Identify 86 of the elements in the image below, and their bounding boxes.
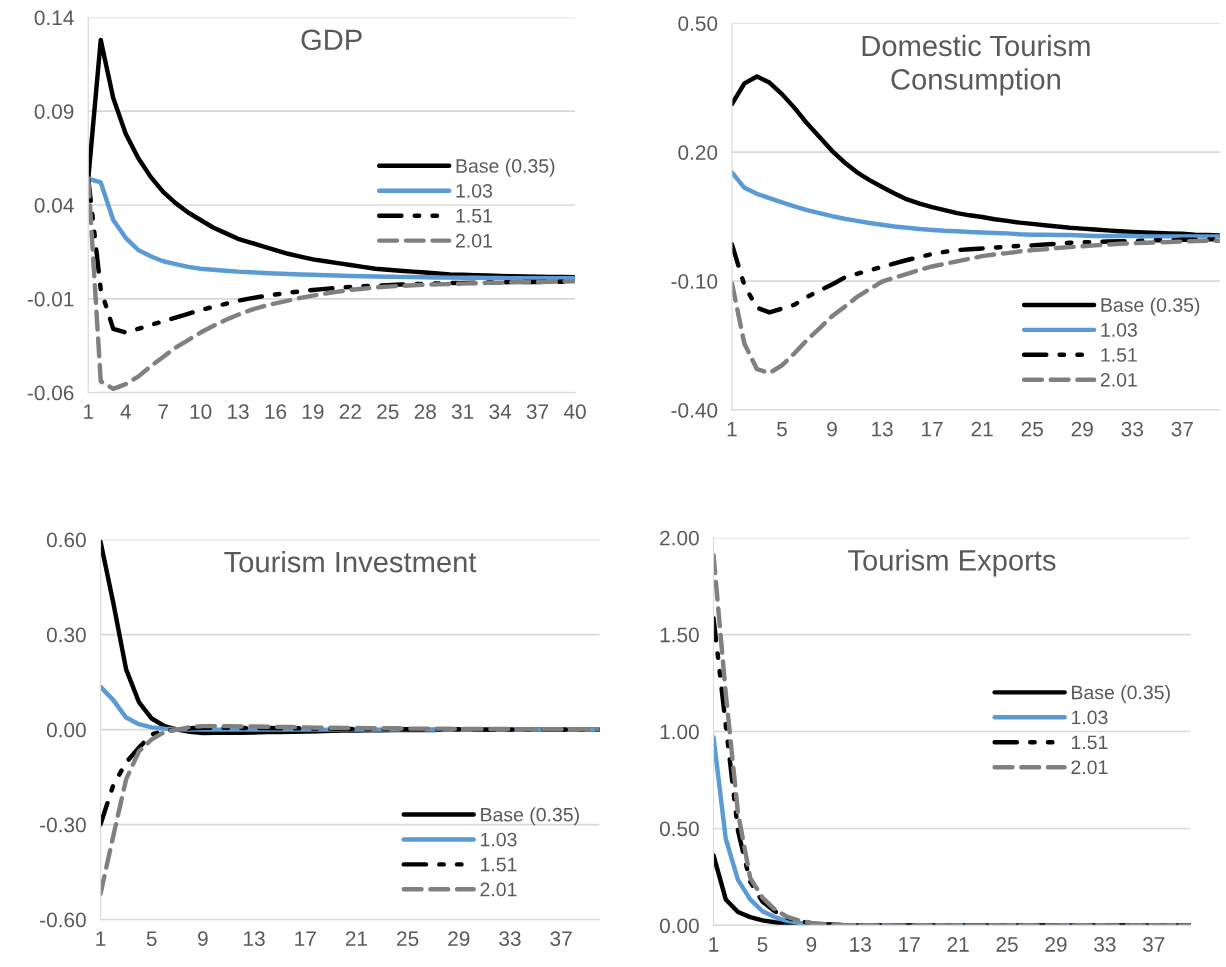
x-tick-label: 13 xyxy=(244,931,265,947)
x-tick-label: 13 xyxy=(228,404,249,420)
x-tick-label: 25 xyxy=(1021,421,1043,437)
legend-label: 1.51 xyxy=(1101,348,1137,362)
x-tick-label: 31 xyxy=(451,404,474,420)
y-tick-label: 1.50 xyxy=(660,627,699,643)
x-tick-label: 5 xyxy=(757,937,768,952)
x-tick-label: 25 xyxy=(377,404,399,420)
y-tick-label: 0.50 xyxy=(659,821,699,837)
legend-label: 2.01 xyxy=(480,882,517,897)
x-tick-label: 33 xyxy=(1094,937,1116,952)
y-tick-label: 0.50 xyxy=(678,16,718,31)
x-tick-label: 40 xyxy=(563,404,586,420)
x-tick-label: 16 xyxy=(265,404,287,420)
y-tick-label: 1.00 xyxy=(660,724,699,740)
x-tick-label: 37 xyxy=(526,404,549,420)
x-tick-label: 25 xyxy=(397,931,419,947)
x-tick-label: 4 xyxy=(120,404,131,419)
line-series xyxy=(731,170,1220,239)
legend-label: 1.03 xyxy=(1101,323,1137,337)
x-tick-label: 10 xyxy=(190,404,212,420)
x-tick-label: 28 xyxy=(414,404,436,420)
x-tick-label: 9 xyxy=(827,421,837,437)
x-tick-label: 22 xyxy=(339,404,361,419)
x-tick-label: 1 xyxy=(96,931,106,946)
y-tick-label: -0.06 xyxy=(27,385,74,401)
x-tick-label: 21 xyxy=(345,931,367,946)
x-tick-label: 29 xyxy=(1045,937,1067,952)
x-tick-label: 17 xyxy=(295,931,316,946)
y-tick-label: 0.20 xyxy=(678,145,718,160)
x-tick-label: 13 xyxy=(850,937,871,952)
legend-label: 1.03 xyxy=(456,183,493,198)
legend-label: 2.01 xyxy=(1100,372,1137,387)
legend-label: Base (0.35) xyxy=(1101,297,1200,316)
legend-label: 1.03 xyxy=(1071,710,1108,725)
y-tick-label: -0.60 xyxy=(40,912,86,928)
x-tick-label: 21 xyxy=(947,937,969,952)
chart-title: Tourism Investment xyxy=(224,550,477,573)
legend-label: Base (0.35) xyxy=(481,807,579,826)
legend-label: 1.51 xyxy=(481,857,517,872)
x-tick-label: 33 xyxy=(1121,421,1143,437)
x-tick-label: 25 xyxy=(996,937,1018,952)
legend-label: 1.51 xyxy=(456,209,492,223)
x-tick-label: 21 xyxy=(971,421,993,437)
legend-label: 1.51 xyxy=(1071,735,1108,750)
y-tick-label: 0.00 xyxy=(659,918,699,934)
x-tick-label: 37 xyxy=(1171,421,1193,437)
x-tick-label: 1 xyxy=(84,404,94,419)
chart-title: Tourism Exports xyxy=(848,549,1056,577)
x-tick-label: 29 xyxy=(448,931,470,947)
text: Domestic Tourism Consumption xyxy=(862,34,1090,96)
x-tick-label: 1 xyxy=(709,937,719,952)
x-tick-label: 17 xyxy=(922,421,943,437)
x-tick-label: 13 xyxy=(872,421,893,437)
x-tick-label: 37 xyxy=(550,931,572,947)
y-tick-label: -0.01 xyxy=(27,291,74,307)
x-tick-label: 34 xyxy=(489,404,512,420)
y-tick-label: 0.30 xyxy=(46,627,86,643)
x-tick-label: 9 xyxy=(806,937,817,952)
y-tick-label: -0.10 xyxy=(671,274,718,289)
legend-label: 1.03 xyxy=(481,832,517,847)
x-tick-label: 9 xyxy=(198,931,208,947)
y-tick-label: 0.14 xyxy=(34,10,74,26)
legend-label: Base (0.35) xyxy=(1072,685,1170,704)
y-tick-label: 0.60 xyxy=(46,532,86,548)
legend-label: 2.01 xyxy=(1071,760,1108,775)
x-tick-label: 1 xyxy=(727,421,737,437)
y-tick-label: -0.40 xyxy=(671,403,718,418)
y-tick-label: -0.30 xyxy=(40,817,86,833)
y-tick-label: 2.00 xyxy=(660,530,699,546)
x-tick-label: 5 xyxy=(146,931,157,947)
x-tick-label: 5 xyxy=(777,421,787,437)
x-tick-label: 19 xyxy=(302,404,324,420)
line-series xyxy=(88,176,575,281)
line-series xyxy=(100,723,600,896)
x-tick-label: 29 xyxy=(1071,421,1093,437)
x-tick-label: 33 xyxy=(499,931,521,947)
y-tick-label: 0.00 xyxy=(46,722,86,738)
legend-label: 2.01 xyxy=(456,233,492,248)
y-tick-label: 0.09 xyxy=(34,104,74,119)
x-tick-label: 7 xyxy=(158,404,168,419)
x-tick-label: 17 xyxy=(899,937,920,952)
y-tick-label: 0.04 xyxy=(34,198,74,213)
x-tick-label: 37 xyxy=(1142,937,1165,952)
legend-label: Base (0.35) xyxy=(456,158,555,177)
chart-title: GDP xyxy=(301,29,362,51)
